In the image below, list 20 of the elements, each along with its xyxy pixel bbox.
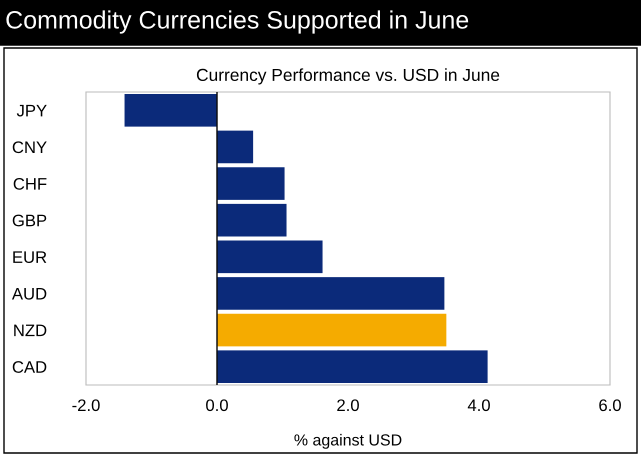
chart-subtitle: Currency Performance vs. USD in June <box>196 68 500 84</box>
y-tick-label: GBP <box>12 214 46 226</box>
y-tick-label: AUD <box>12 288 46 300</box>
x-tick-label: 4.0 <box>468 399 490 412</box>
x-tick-label: 2.0 <box>337 399 359 412</box>
bar <box>123 92 218 128</box>
x-tick-label: -2.0 <box>72 399 100 412</box>
y-tick-label: CAD <box>12 361 46 373</box>
chart-title: Commodity Currencies Supported in June <box>6 10 468 34</box>
y-tick-label: NZD <box>14 324 46 336</box>
bar <box>216 239 324 274</box>
y-tick-label: CHF <box>14 178 46 190</box>
bar <box>216 202 288 238</box>
bar <box>216 349 489 384</box>
y-tick-label: CNY <box>12 141 47 154</box>
x-tick-label: 6.0 <box>599 399 621 412</box>
y-tick-label: EUR <box>13 251 46 264</box>
y-tick-label: JPY <box>16 104 47 117</box>
x-tick-label: 0.0 <box>206 399 228 412</box>
x-axis-title: % against USD <box>294 434 402 449</box>
